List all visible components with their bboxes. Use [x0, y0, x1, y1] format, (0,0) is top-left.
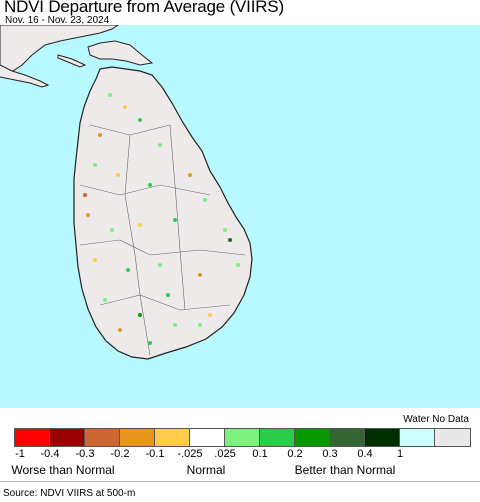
legend-tick-label: 0.2: [287, 448, 303, 460]
legend-tick-label: -0.1: [145, 448, 165, 460]
footer-divider: [0, 481, 480, 482]
legend-tick-label: 0.3: [322, 448, 338, 460]
legend-swatch: [435, 429, 470, 446]
legend-swatch: [190, 429, 225, 446]
legend-tick-label: .025: [214, 448, 236, 460]
source-note: Source: NDVI VIIRS at 500-m: [3, 488, 136, 499]
legend-tick-label: -0.4: [40, 448, 60, 460]
legend-swatch: [155, 429, 190, 446]
legend-tick-label: -0.2: [110, 448, 130, 460]
island-mannar: [57, 54, 87, 68]
legend-tick-label: -0.3: [75, 448, 95, 460]
legend-color-bar: [14, 428, 471, 447]
legend-swatch: [85, 429, 120, 446]
legend-swatch: [50, 429, 85, 446]
legend-swatch: [120, 429, 155, 446]
map-title: NDVI Departure from Average (VIIRS): [4, 0, 284, 16]
legend-swatch: [295, 429, 330, 446]
india-coast-detail: [0, 64, 50, 88]
legend-tick-label: 0.1: [252, 448, 268, 460]
legend-tick-label: -1: [15, 448, 25, 460]
legend-swatch: [400, 429, 435, 446]
legend-swatch: [260, 429, 295, 446]
sri-lanka-island: [73, 66, 253, 360]
ocean-water: [0, 25, 480, 408]
jaffna-peninsula: [87, 40, 154, 66]
legend-swatch: [330, 429, 365, 446]
legend-category-worse: Worse than Normal: [11, 463, 115, 477]
legend-water-nodata-label: Water No Data: [403, 414, 469, 425]
ndvi-anomaly-speckles: [83, 93, 240, 345]
legend-swatch: [15, 429, 50, 446]
legend-tick-label: -.025: [177, 448, 203, 460]
district-boundaries: [79, 124, 246, 356]
date-range: Nov. 16 - Nov. 23, 2024: [5, 15, 110, 26]
legend-swatch: [225, 429, 260, 446]
legend-category-normal: Normal: [186, 463, 226, 477]
ndvi-map: [0, 25, 480, 408]
legend-tick-label: 1: [396, 448, 404, 460]
legend-tick-label: 0.4: [357, 448, 373, 460]
legend-swatch: [365, 429, 400, 446]
legend-category-better: Better than Normal: [294, 463, 396, 477]
